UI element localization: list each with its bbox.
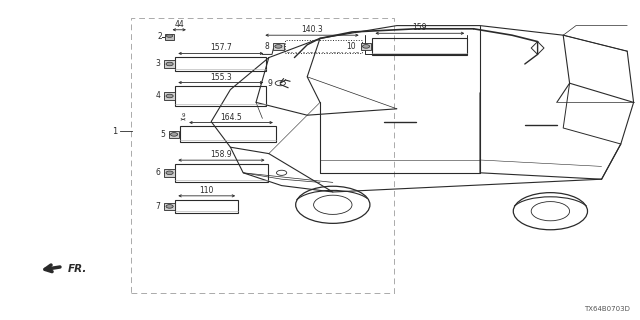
Bar bbox=[175, 200, 238, 213]
Text: 159: 159 bbox=[413, 23, 427, 32]
Text: FR.: FR. bbox=[68, 264, 87, 274]
Bar bbox=[175, 164, 268, 181]
Circle shape bbox=[166, 62, 173, 66]
Bar bbox=[164, 203, 175, 210]
Circle shape bbox=[362, 44, 370, 48]
Text: 3: 3 bbox=[156, 60, 161, 68]
Text: 5: 5 bbox=[160, 130, 165, 139]
Text: 158.9: 158.9 bbox=[211, 150, 232, 159]
Bar bbox=[131, 18, 394, 293]
Circle shape bbox=[166, 94, 173, 98]
Text: 7: 7 bbox=[156, 202, 161, 211]
Text: 9: 9 bbox=[181, 113, 185, 118]
Text: 2: 2 bbox=[157, 32, 162, 41]
Bar bbox=[180, 126, 276, 142]
Bar bbox=[273, 43, 284, 50]
Bar bbox=[164, 169, 175, 177]
Bar bbox=[169, 131, 179, 138]
Text: 155.3: 155.3 bbox=[210, 73, 232, 82]
Circle shape bbox=[166, 34, 173, 37]
Bar bbox=[285, 40, 362, 53]
Text: 44: 44 bbox=[174, 20, 184, 29]
Text: 140.3: 140.3 bbox=[301, 25, 323, 34]
Circle shape bbox=[170, 132, 178, 136]
Bar bbox=[372, 38, 467, 55]
Text: 164.5: 164.5 bbox=[220, 113, 242, 122]
Text: 1: 1 bbox=[113, 127, 118, 136]
Circle shape bbox=[166, 204, 173, 208]
Text: 8: 8 bbox=[265, 42, 269, 51]
Text: TX64B0703D: TX64B0703D bbox=[584, 306, 630, 312]
Bar bbox=[164, 60, 175, 68]
Text: 157.7: 157.7 bbox=[210, 44, 232, 52]
Bar bbox=[164, 92, 175, 100]
Text: 110: 110 bbox=[200, 186, 214, 195]
Text: 4: 4 bbox=[156, 92, 161, 100]
Circle shape bbox=[166, 171, 173, 175]
Bar bbox=[361, 43, 371, 50]
Bar bbox=[175, 57, 266, 71]
Text: 6: 6 bbox=[156, 168, 161, 177]
Text: 9: 9 bbox=[268, 79, 273, 88]
Bar bbox=[165, 34, 174, 40]
Text: 10: 10 bbox=[346, 42, 356, 51]
Circle shape bbox=[275, 44, 282, 48]
Bar bbox=[175, 86, 266, 106]
